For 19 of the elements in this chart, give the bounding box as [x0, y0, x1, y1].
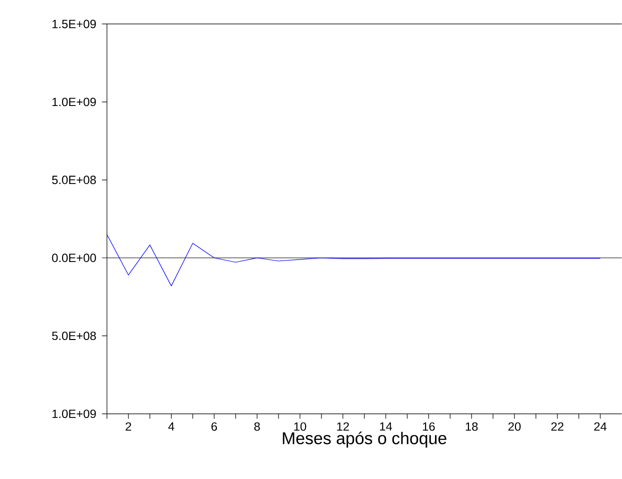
x-tick-label: 2: [126, 422, 132, 431]
x-tick-label: 24: [594, 422, 607, 431]
y-tick-label: 5.0E+08: [52, 176, 96, 184]
x-tick-label: 16: [422, 422, 435, 431]
x-tick-label: 20: [508, 422, 521, 431]
x-tick-label: 8: [254, 422, 260, 431]
x-tick-label: 22: [551, 422, 564, 431]
y-tick-label: 1.0E+09: [52, 410, 96, 418]
x-tick-label: 6: [211, 422, 217, 431]
x-tick-label: 4: [168, 422, 174, 431]
x-tick-label: 10: [294, 422, 306, 431]
y-tick-label: 1.0E+09: [52, 98, 96, 106]
x-tick-label: 12: [337, 422, 349, 431]
x-tick-label: 14: [380, 422, 392, 431]
y-tick-label: 0.0E+00: [52, 254, 96, 262]
y-tick-label: 1.5E+09: [52, 20, 96, 28]
y-tick-label: 5.0E+08: [52, 332, 96, 340]
x-tick-label: 18: [466, 422, 478, 431]
x-axis-title: Meses após o choque: [282, 432, 446, 448]
